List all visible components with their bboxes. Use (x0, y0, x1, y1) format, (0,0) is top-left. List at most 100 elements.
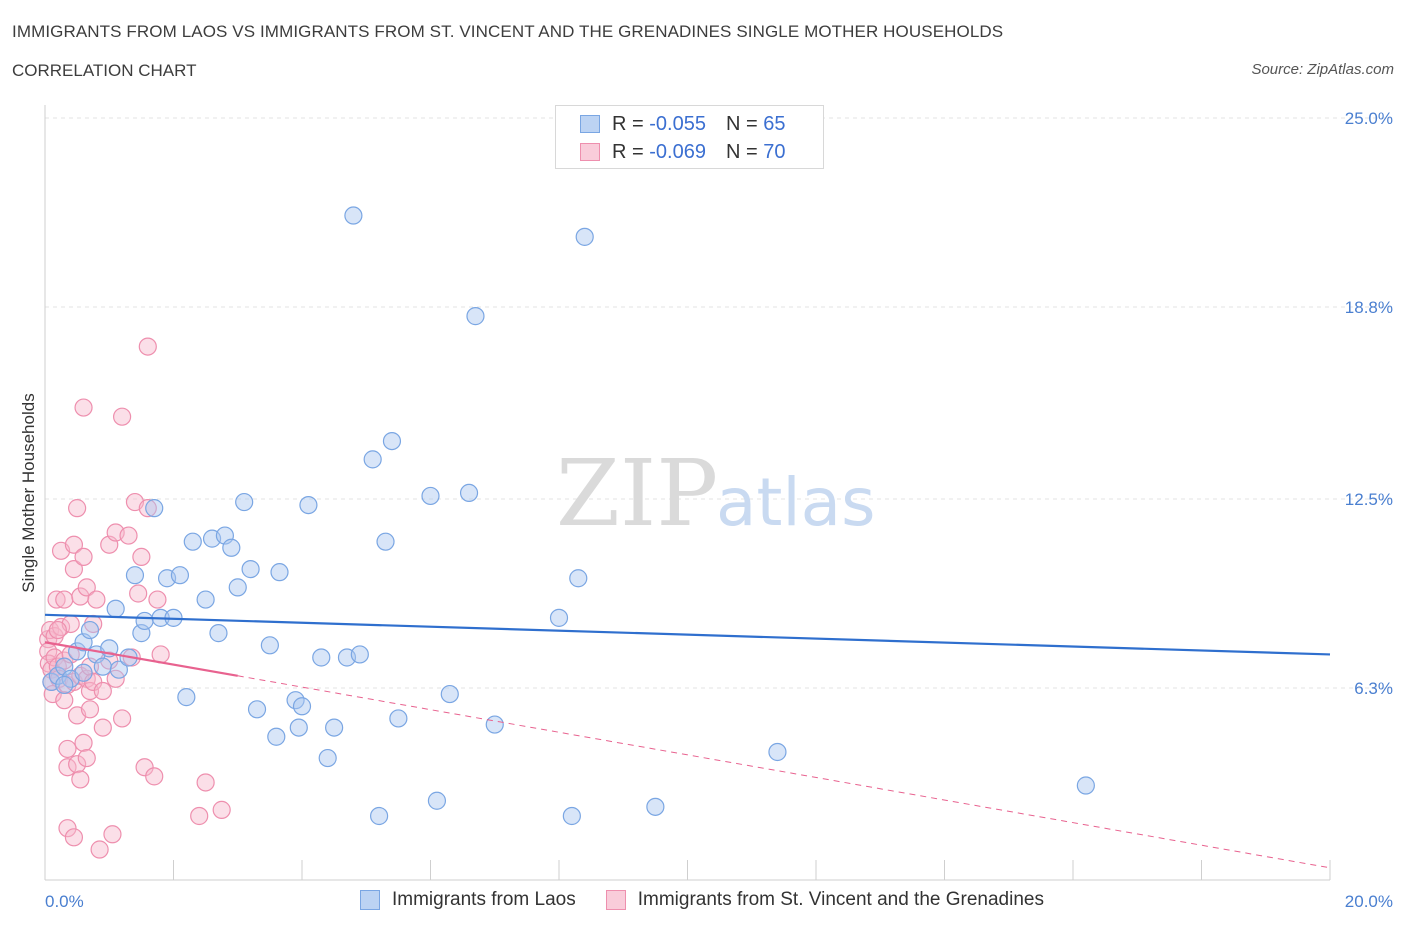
laos-point-11 (106, 599, 125, 618)
st-vincent-point-59 (138, 337, 157, 356)
st-vincent-point-60 (138, 499, 157, 518)
laos-point-41 (318, 748, 337, 768)
st-vincent-point-64 (190, 806, 209, 826)
chart-title: IMMIGRANTS FROM LAOS VS IMMIGRANTS FROM … (12, 22, 1004, 41)
st-vincent-point-27 (68, 755, 87, 774)
laos-point-16 (135, 611, 154, 631)
laos-point-21 (170, 566, 190, 585)
laos-point-35 (270, 563, 289, 582)
x-tick-label-0: 0.0% (45, 892, 84, 911)
laos-point-23 (183, 532, 202, 551)
st-vincent-point-31 (71, 770, 90, 789)
laos-point-64 (55, 675, 74, 695)
legend-swatch-blue (360, 890, 380, 910)
st-vincent-point-62 (148, 590, 167, 609)
laos-point-45 (350, 645, 369, 664)
legend-n-label: N = (725, 140, 764, 163)
laos-point-37 (289, 718, 308, 737)
laos-point-24 (196, 590, 215, 609)
y-tick-label-0: 6.3% (1354, 679, 1393, 698)
watermark: ZIP atlas (556, 440, 876, 547)
legend-swatch-blue (580, 115, 600, 133)
st-vincent-point-32 (74, 547, 93, 567)
laos-point-39 (299, 495, 318, 515)
st-vincent-point-23 (64, 560, 84, 579)
laos-point-61 (646, 797, 665, 816)
laos-point-31 (241, 560, 260, 579)
laos-point-49 (382, 431, 402, 451)
laos-point-54 (459, 483, 479, 503)
chart-subtitle: CORRELATION CHART (12, 61, 197, 80)
laos-point-12 (109, 660, 128, 679)
st-vincent-point-41 (84, 672, 103, 691)
laos-point-40 (312, 648, 331, 667)
laos-point-60 (575, 227, 594, 246)
st-vincent-point-46 (93, 718, 112, 737)
laos-point-28 (222, 538, 241, 557)
y-axis-label: Single Mother Households (19, 393, 38, 592)
laos-point-55 (466, 307, 485, 326)
st-vincent-point-26 (68, 499, 87, 518)
st-vincent-point-9 (47, 590, 66, 609)
laos-point-58 (562, 806, 581, 826)
st-vincent-point-37 (77, 578, 96, 597)
axes (44, 105, 1331, 881)
laos-point-14 (125, 566, 145, 585)
laos-point-26 (209, 624, 228, 643)
trend-lines (44, 613, 1331, 869)
laos-point-9 (93, 657, 112, 676)
legend-swatch-pink (605, 890, 626, 910)
stats-legend: R = -0.055 N = 65 R = -0.069 N = 70 (555, 105, 824, 169)
laos-point-33 (260, 636, 279, 655)
st-vincent-point-58 (135, 758, 154, 777)
st-vincent-point-54 (119, 526, 138, 545)
st-vincent-point-19 (58, 819, 77, 838)
laos-point-42 (325, 718, 344, 737)
grid-lines (45, 117, 1392, 689)
st-vincent-point-14 (55, 590, 74, 609)
legend-r-label: R = (612, 112, 650, 135)
legend-r-label: R = (612, 140, 650, 163)
laos-point-51 (421, 486, 440, 506)
st-vincent-point-52 (112, 709, 132, 728)
laos-point-7 (80, 620, 100, 640)
legend-n-label: N = (725, 112, 764, 135)
tick-labels: 6.3% 12.5% 18.8% 25.0% 0.0% 20.0% (45, 109, 1393, 911)
laos-point-48 (376, 532, 395, 551)
legend-n-value: 65 (763, 112, 786, 135)
st-vincent-point-22 (64, 535, 84, 554)
laos-point-30 (235, 492, 254, 512)
st-vincent-point-68 (48, 620, 67, 640)
st-vincent-point-67 (129, 584, 148, 603)
y-tick-label-1: 12.5% (1345, 490, 1393, 509)
y-tick-label-3: 25.0% (1345, 109, 1393, 128)
laos-point-17 (145, 499, 164, 518)
legend-label-laos: Immigrants from Laos (392, 889, 576, 910)
watermark-atlas: atlas (716, 464, 876, 541)
legend-swatch-pink (580, 143, 600, 161)
st-vincent-point-69 (55, 691, 74, 710)
series-legend: Immigrants from Laos Immigrants from St.… (360, 889, 1074, 911)
x-tick-label-1: 20.0% (1345, 892, 1393, 911)
laos-point-5 (74, 663, 93, 682)
legend-row-st-vincent: R = -0.069 N = 70 (580, 141, 785, 163)
st-vincent-point-25 (64, 828, 84, 847)
y-tick-label-2: 18.8% (1345, 298, 1393, 317)
laos-point-29 (228, 578, 247, 597)
legend-label-st-vincent: Immigrants from St. Vincent and the Gren… (637, 889, 1044, 910)
laos-point-22 (177, 688, 196, 707)
st-vincent-point-66 (212, 800, 231, 819)
series-laos (42, 206, 1095, 826)
st-vincent-trend-extension (237, 675, 1331, 869)
laos-point-57 (549, 608, 569, 627)
st-vincent-point-40 (80, 700, 100, 719)
watermark-zip: ZIP (556, 440, 718, 547)
st-vincent-point-65 (196, 773, 215, 792)
legend-n-value: 70 (763, 140, 786, 163)
st-vincent-point-61 (145, 767, 164, 786)
st-vincent-point-49 (103, 825, 122, 844)
laos-point-63 (1076, 776, 1095, 795)
laos-point-52 (427, 791, 447, 810)
st-vincent-point-17 (58, 739, 77, 759)
